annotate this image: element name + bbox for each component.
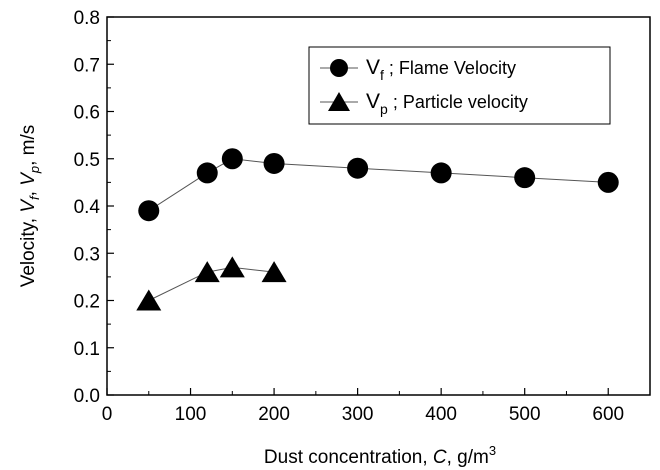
y-tick-label: 0.3 [74,244,100,265]
y-tick-label: 0.0 [74,386,100,407]
legend: Vf ; Flame Velocity Vp ; Particle veloci… [308,46,611,125]
x-tick-label: 200 [258,404,290,425]
flame-velocity-point [196,162,218,184]
x-axis-title-mid: , g/m [447,447,489,468]
flame-velocity-point [263,152,285,174]
x-tick-label: 400 [425,404,457,425]
series-0-line [148,158,609,212]
legend-entry-flame: Vf ; Flame Velocity [366,56,516,83]
series-1-line [148,266,275,301]
y-tick-label: 0.6 [74,103,100,124]
flame-velocity-point [221,148,243,170]
y-axis-title-v1: V [18,198,39,213]
x-tick-label: 600 [592,404,624,425]
y-tick-label: 0.5 [74,150,100,171]
x-axis-title: Dust concentration, C, g/m3 [264,443,496,468]
x-tick-label: 500 [509,404,541,425]
particle-velocity-point [261,261,287,283]
flame-velocity-point [597,171,619,193]
y-tick-label: 0.2 [74,292,100,313]
legend-marker-triangle [328,92,350,111]
y-axis-ticks: 0.0 0.1 0.2 0.3 0.4 0.5 0.6 0.7 0.8 [74,8,114,407]
legend-entry-particle: Vp ; Particle velocity [366,90,528,117]
legend-particle-desc: ; Particle velocity [388,92,528,112]
legend-box [308,46,611,125]
x-tick-label: 300 [342,404,374,425]
particle-velocity-point [194,261,220,283]
y-axis-title: Velocity, Vf, Vp, m/s [18,125,42,288]
y-tick-label: 0.8 [74,8,100,29]
legend-flame-sub: f [380,67,384,83]
y-axis-title-prefix: Velocity, [18,213,39,288]
x-axis-ticks: 0 100 200 300 400 500 600 [102,388,624,425]
x-axis-title-var: C [433,447,447,468]
y-axis-title-sub2: p [27,166,42,174]
y-axis-title-v2: V [18,171,39,186]
flame-velocity-point [138,200,160,222]
legend-marker-circle [330,59,348,77]
legend-particle-sym: V [366,90,380,113]
x-tick-label: 100 [175,404,207,425]
y-tick-label: 0.7 [74,55,100,76]
y-axis-title-suffix: , m/s [18,125,39,166]
flame-velocity-point [430,162,452,184]
x-axis-title-sup: 3 [489,443,496,458]
y-axis-title-sub1: f [27,195,42,200]
y-axis-title-comma1: , [18,186,39,197]
legend-particle-sub: p [380,101,388,117]
x-axis-title-prefix: Dust concentration, [264,447,433,468]
legend-flame-desc: ; Flame Velocity [384,58,516,78]
particle-velocity-point [136,289,162,311]
x-tick-label: 0 [102,404,113,425]
y-tick-label: 0.1 [74,339,100,360]
particle-velocity-point [219,256,245,278]
flame-velocity-point [514,167,536,189]
legend-flame-sym: V [366,56,380,79]
y-tick-label: 0.4 [74,197,101,218]
series-markers [136,148,619,311]
flame-velocity-point [347,157,369,179]
